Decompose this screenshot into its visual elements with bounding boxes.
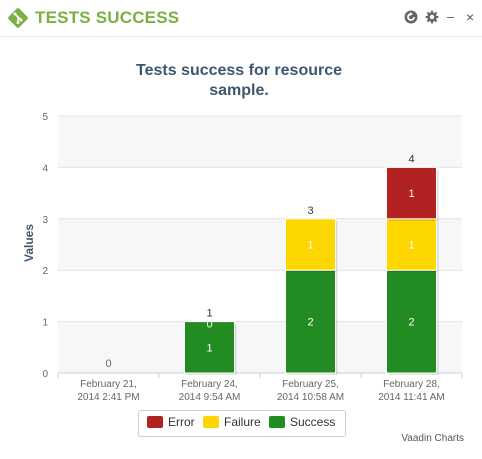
x-tick-label: February 25, (282, 379, 339, 390)
legend-label-failure: Failure (224, 415, 261, 429)
x-tick-label: 2014 2:41 PM (77, 392, 139, 403)
y-axis-label: Values (22, 224, 36, 262)
bar-total-label: 1 (206, 308, 212, 320)
bar-segment-failure (285, 218, 336, 271)
bar-value-label: 1 (206, 342, 212, 354)
bar-value-label: 1 (408, 240, 414, 252)
bar-value-label: 2 (307, 317, 313, 329)
y-tick-label: 5 (42, 112, 48, 123)
legend-swatch-success (269, 416, 285, 428)
bar-value-label: 2 (408, 317, 414, 329)
refresh-icon[interactable] (404, 10, 418, 24)
chart-credits-link[interactable]: Vaadin Charts (401, 433, 464, 444)
y-tick-label: 2 (42, 266, 48, 277)
plot-band (58, 116, 462, 168)
stacked-bar-chart: Tests success for resource sample. Value… (22, 62, 463, 403)
close-icon[interactable]: × (466, 9, 475, 25)
y-tick-label: 0 (42, 369, 48, 380)
x-tick-label: February 24, (181, 379, 238, 390)
legend-label-error: Error (168, 415, 195, 429)
bar-value-label: 0 (206, 319, 212, 331)
bar-total-label: 3 (307, 205, 313, 217)
gear-icon[interactable] (425, 10, 439, 24)
bar-total-label: 4 (408, 153, 414, 165)
bar-value-label: 1 (408, 188, 414, 200)
chart-legend: Error Failure Success (138, 410, 346, 437)
legend-swatch-failure (203, 416, 219, 428)
widget-header: TESTS SUCCESS – × (0, 0, 482, 37)
legend-swatch-error (147, 416, 163, 428)
minimize-icon[interactable]: – (447, 9, 455, 24)
legend-label-success: Success (290, 415, 336, 429)
x-tick-label: 2014 11:41 AM (378, 392, 445, 403)
y-tick-label: 1 (42, 318, 48, 329)
x-tick-label: February 28, (383, 379, 440, 390)
x-tick-label: February 21, (80, 379, 137, 390)
bar-segment-error (386, 166, 437, 220)
bar-total-label: 0 (105, 358, 111, 370)
widget-title: TESTS SUCCESS (35, 8, 180, 27)
bar-segment-success (184, 321, 235, 374)
y-tick-label: 4 (42, 163, 48, 174)
bar-segment-success (285, 269, 336, 374)
x-tick-label: 2014 10:58 AM (277, 392, 344, 403)
x-tick-label: 2014 9:54 AM (179, 392, 241, 403)
git-logo-icon (8, 8, 28, 28)
chart-title-line-2: sample. (209, 82, 269, 99)
chart-title-line-1: Tests success for resource (136, 62, 342, 79)
bar-segment-success (386, 269, 437, 374)
bar-value-label: 1 (307, 240, 313, 252)
y-tick-label: 3 (42, 215, 48, 226)
